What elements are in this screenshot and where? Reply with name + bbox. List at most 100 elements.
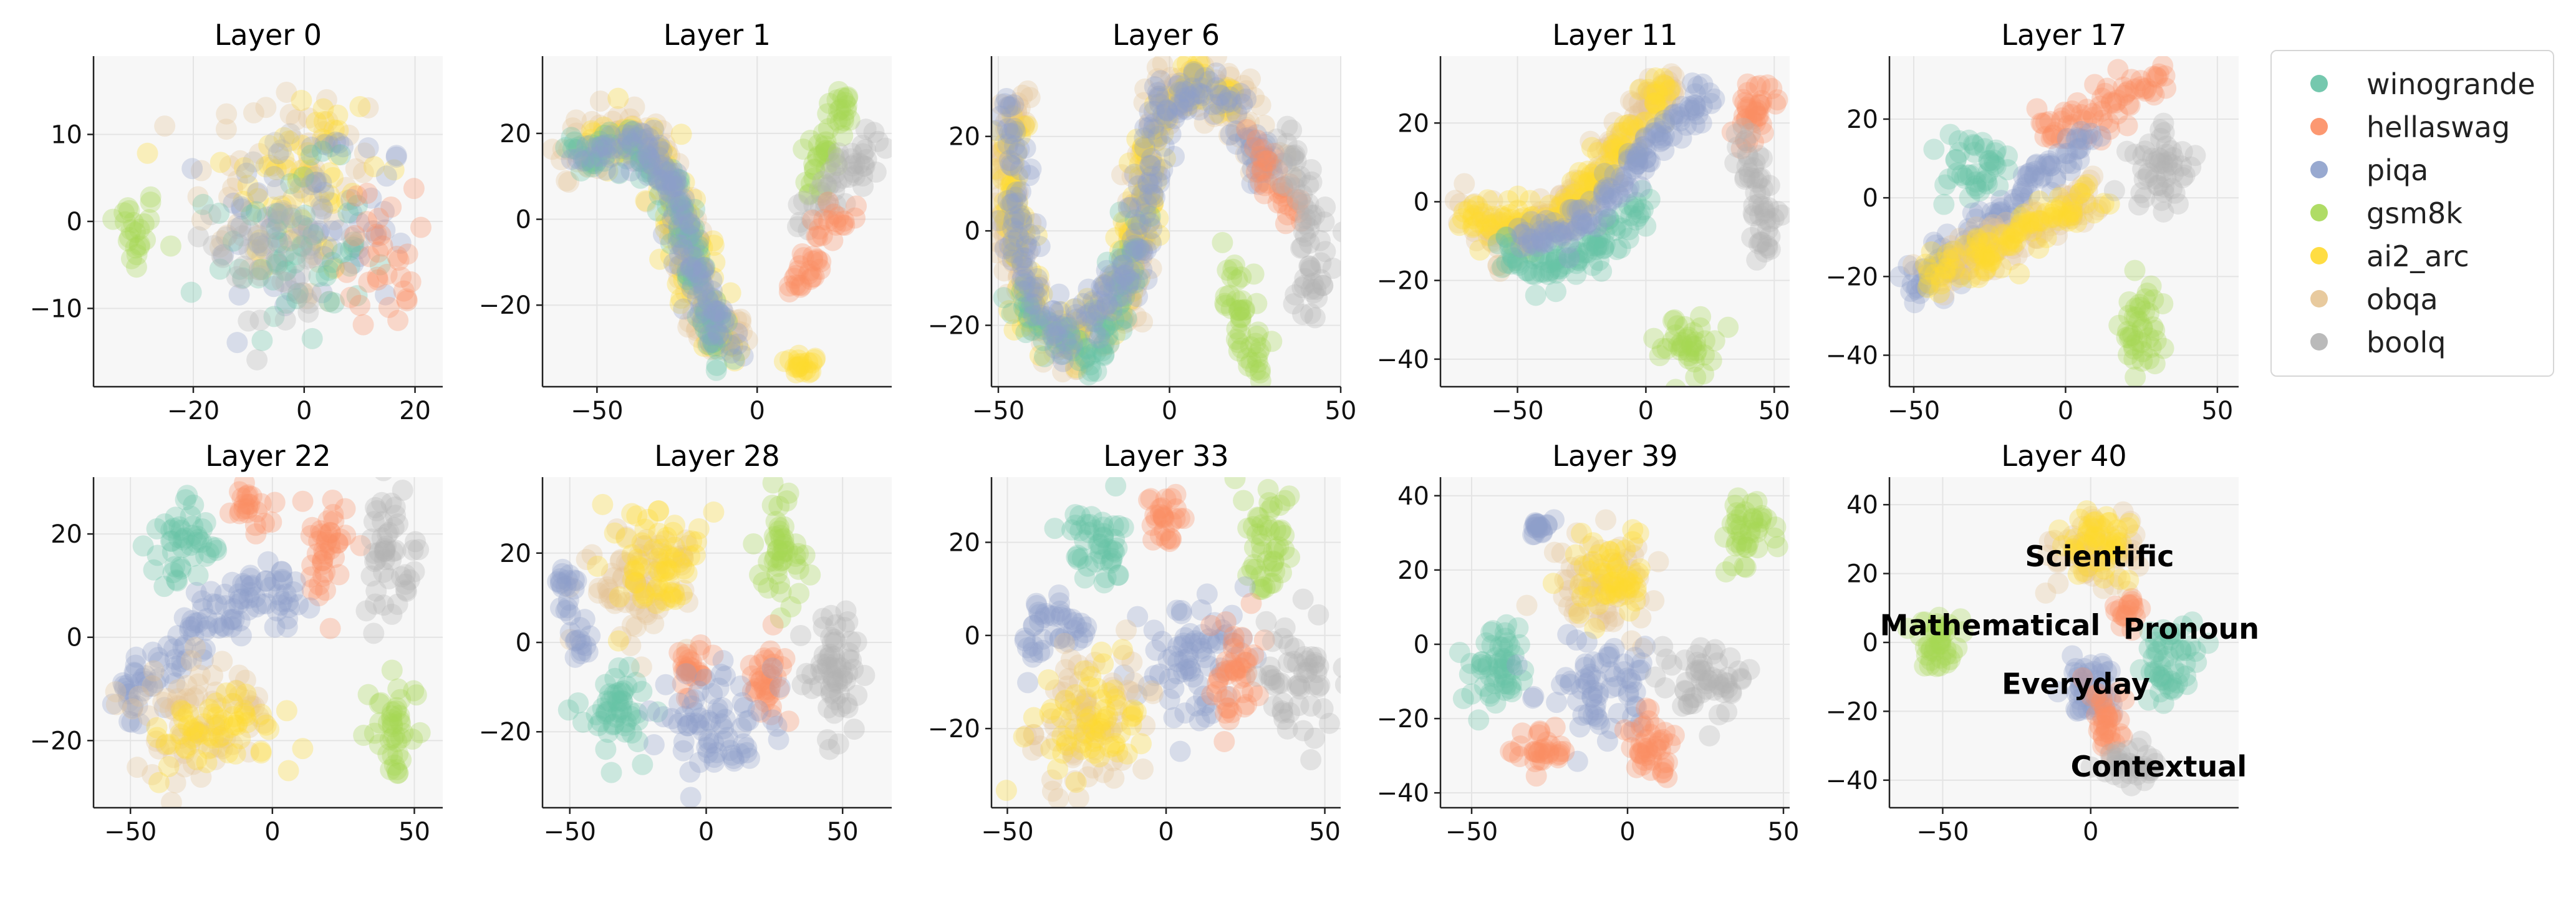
point-boolq [211,245,233,267]
point-boolq [863,122,885,143]
point-obqa [692,307,713,329]
point-winogrande [1632,199,1654,221]
point-piqa [202,593,224,615]
point-ai2_arc [1556,213,1578,235]
point-hellaswag [261,511,282,533]
point-hellaswag [2130,76,2151,98]
x-tick-label: 20 [399,397,431,425]
point-obqa [652,120,673,142]
point-boolq [832,167,854,189]
point-winogrande [705,289,726,311]
point-hellaswag [2035,112,2057,133]
point-boolq [1749,184,1771,206]
x-tick-label: 50 [1309,818,1341,846]
point-boolq [269,208,291,230]
point-piqa [1235,127,1257,149]
point-obqa [1110,305,1132,327]
point-hellaswag [2076,110,2098,132]
point-ai2_arc [291,90,312,112]
point-ai2_arc [1572,188,1594,210]
point-hellaswag [292,490,314,512]
point-winogrande [677,269,698,291]
point-obqa [216,103,238,125]
point-piqa [305,172,327,193]
point-ai2_arc [670,254,692,276]
point-ai2_arc [1141,127,1163,149]
point-boolq [828,148,850,170]
point-obqa [1482,213,1504,235]
point-ai2_arc [642,117,664,139]
point-boolq [1725,123,1747,145]
point-obqa [1058,316,1079,337]
point-piqa [1127,175,1149,196]
point-piqa [1205,62,1227,84]
point-obqa [239,258,261,280]
point-obqa [1523,231,1545,253]
point-obqa [260,253,282,275]
point-ai2_arc [1065,312,1087,334]
point-boolq [247,224,269,246]
point-ai2_arc [1010,125,1031,147]
point-ai2_arc [1047,758,1069,780]
point-winogrande [1030,307,1052,329]
point-piqa [581,147,603,168]
point-ai2_arc [1133,181,1155,203]
point-winogrande [567,692,589,714]
point-hellaswag [1737,73,1758,95]
point-piqa [1532,231,1554,253]
point-obqa [1090,333,1112,355]
point-obqa [1235,117,1257,138]
point-winogrande [251,329,273,351]
point-obqa [128,685,150,707]
point-obqa [1222,100,1243,122]
point-obqa [1107,307,1129,329]
point-gsm8k [1231,337,1253,359]
point-piqa [1088,327,1110,349]
point-gsm8k [1643,327,1665,349]
point-hellaswag [1761,78,1783,100]
point-boolq [1272,627,1294,649]
point-winogrande [286,288,308,309]
point-ai2_arc [1001,170,1023,192]
point-boolq [2137,166,2159,188]
point-ai2_arc [155,733,177,755]
point-piqa [1174,702,1196,724]
point-obqa [1651,75,1672,97]
point-piqa [256,593,277,614]
point-boolq [1734,167,1756,188]
point-boolq [1301,205,1323,226]
point-piqa [1939,245,1961,267]
point-piqa [1141,148,1162,170]
point-ai2_arc [1646,94,1668,116]
point-hellaswag [396,290,418,312]
point-piqa [1671,95,1693,117]
point-gsm8k [1247,321,1269,343]
point-piqa [610,138,632,160]
point-boolq [2153,201,2174,223]
point-obqa [1132,758,1154,780]
point-obqa [677,249,699,271]
point-piqa [622,120,644,142]
point-obqa [1022,319,1044,341]
point-ai2_arc [246,239,268,261]
point-obqa [639,134,661,156]
panel-title: Layer 0 [215,18,322,52]
point-piqa [1137,172,1159,193]
point-winogrande [1491,256,1513,278]
point-piqa [1898,254,1919,276]
point-winogrande [1628,205,1649,227]
point-winogrande [245,201,267,223]
point-winogrande [1591,260,1613,282]
point-boolq [277,241,299,263]
point-obqa [677,316,699,338]
point-hellaswag [1173,508,1195,530]
point-gsm8k [102,208,124,230]
point-ai2_arc [1097,271,1119,293]
point-ai2_arc [1644,93,1666,115]
point-piqa [1008,226,1030,248]
point-ai2_arc [1042,316,1064,337]
point-obqa [1629,102,1651,124]
point-obqa [1468,201,1490,223]
point-obqa [991,202,1013,224]
point-obqa [713,302,735,324]
